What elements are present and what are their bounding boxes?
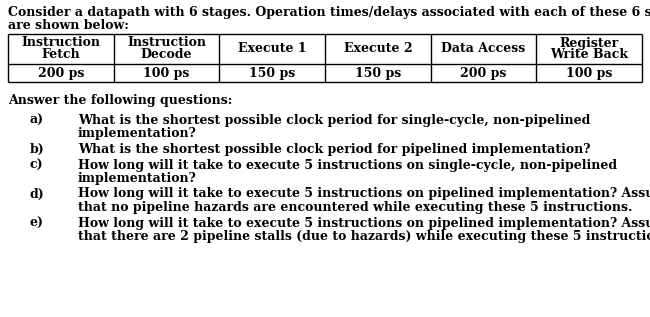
Text: 200 ps: 200 ps bbox=[460, 67, 507, 80]
Text: Fetch: Fetch bbox=[42, 49, 80, 61]
Text: d): d) bbox=[30, 187, 45, 200]
Text: a): a) bbox=[30, 114, 44, 127]
Text: c): c) bbox=[30, 158, 44, 171]
Text: 200 ps: 200 ps bbox=[38, 67, 84, 80]
Text: How long will it take to execute 5 instructions on pipelined implementation? Ass: How long will it take to execute 5 instr… bbox=[78, 187, 650, 200]
Text: e): e) bbox=[30, 217, 44, 230]
Text: What is the shortest possible clock period for pipelined implementation?: What is the shortest possible clock peri… bbox=[78, 143, 590, 156]
Text: Register: Register bbox=[560, 36, 619, 49]
Text: Execute 1: Execute 1 bbox=[238, 42, 307, 55]
Text: Data Access: Data Access bbox=[441, 42, 526, 55]
Text: that no pipeline hazards are encountered while executing these 5 instructions.: that no pipeline hazards are encountered… bbox=[78, 201, 632, 214]
Text: 100 ps: 100 ps bbox=[143, 67, 190, 80]
Text: Write Back: Write Back bbox=[550, 49, 628, 61]
Text: How long will it take to execute 5 instructions on single-cycle, non-pipelined: How long will it take to execute 5 instr… bbox=[78, 158, 617, 171]
Text: Instruction: Instruction bbox=[127, 36, 206, 49]
Text: Instruction: Instruction bbox=[21, 36, 100, 49]
Text: are shown below:: are shown below: bbox=[8, 19, 129, 32]
Text: b): b) bbox=[30, 143, 45, 156]
Text: 150 ps: 150 ps bbox=[355, 67, 401, 80]
Text: Decode: Decode bbox=[141, 49, 192, 61]
Text: Consider a datapath with 6 stages. Operation times/delays associated with each o: Consider a datapath with 6 stages. Opera… bbox=[8, 6, 650, 19]
Text: Execute 2: Execute 2 bbox=[343, 42, 412, 55]
Text: that there are 2 pipeline stalls (due to hazards) while executing these 5 instru: that there are 2 pipeline stalls (due to… bbox=[78, 230, 650, 243]
Text: Answer the following questions:: Answer the following questions: bbox=[8, 94, 233, 107]
Text: 100 ps: 100 ps bbox=[566, 67, 612, 80]
Text: implementation?: implementation? bbox=[78, 172, 197, 185]
Text: implementation?: implementation? bbox=[78, 127, 197, 140]
Text: What is the shortest possible clock period for single-cycle, non-pipelined: What is the shortest possible clock peri… bbox=[78, 114, 590, 127]
Text: 150 ps: 150 ps bbox=[249, 67, 295, 80]
Text: How long will it take to execute 5 instructions on pipelined implementation? Ass: How long will it take to execute 5 instr… bbox=[78, 217, 650, 230]
